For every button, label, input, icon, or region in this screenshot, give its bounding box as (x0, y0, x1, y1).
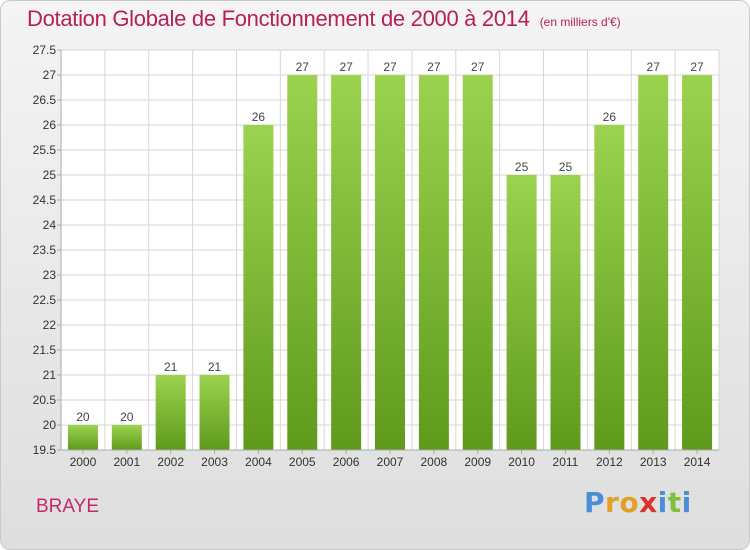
bar (682, 75, 713, 450)
y-tick-label: 21 (43, 368, 57, 382)
bar (111, 425, 142, 450)
data-label: 27 (647, 60, 661, 74)
x-tick-label: 2010 (508, 455, 535, 469)
logo-letter: x (639, 486, 658, 519)
x-tick-label: 2001 (113, 455, 140, 469)
y-tick-label: 20 (43, 418, 57, 432)
y-tick-label: 23 (43, 268, 57, 282)
bar (506, 175, 537, 450)
x-tick-label: 2004 (245, 455, 272, 469)
data-label: 25 (515, 160, 529, 174)
chart-subtitle: (en milliers d'€) (539, 15, 621, 29)
bar (287, 75, 318, 450)
data-label: 27 (383, 60, 397, 74)
bar (594, 125, 625, 450)
logo-letter: t (667, 486, 682, 519)
data-label: 27 (339, 60, 353, 74)
bar (243, 125, 274, 450)
data-label: 21 (208, 360, 222, 374)
y-tick-label: 19.5 (33, 443, 57, 457)
y-tick-label: 22.5 (33, 293, 57, 307)
x-tick-label: 2008 (421, 455, 448, 469)
data-label: 27 (690, 60, 704, 74)
bar (199, 375, 230, 450)
x-tick-label: 2006 (333, 455, 360, 469)
bar (331, 75, 362, 450)
data-label: 21 (164, 360, 178, 374)
y-tick-label: 24.5 (33, 193, 57, 207)
y-tick-label: 25.5 (33, 143, 57, 157)
bar (418, 75, 449, 450)
x-tick-label: 2000 (70, 455, 97, 469)
y-tick-label: 23.5 (33, 243, 57, 257)
logo-letter: i (657, 486, 668, 519)
x-tick-label: 2011 (553, 455, 579, 469)
y-tick-label: 26 (43, 118, 57, 132)
data-label: 20 (120, 410, 134, 424)
x-tick-label: 2012 (596, 455, 623, 469)
chart-title-text: Dotation Globale de Fonctionnement de 20… (27, 6, 530, 31)
commune-name: BRAYE (36, 496, 100, 517)
y-tick-label: 24 (43, 218, 57, 232)
y-tick-label: 26.5 (33, 93, 57, 107)
bar (462, 75, 493, 450)
data-label: 26 (603, 110, 617, 124)
bar (67, 425, 98, 450)
x-tick-label: 2013 (640, 455, 667, 469)
logo-letter: r (605, 486, 620, 519)
y-tick-label: 27 (43, 68, 57, 82)
x-tick-label: 2005 (289, 455, 316, 469)
data-label: 27 (296, 60, 310, 74)
y-tick-label: 25 (43, 168, 57, 182)
y-tick-label: 27.5 (33, 43, 57, 57)
data-label: 20 (76, 410, 90, 424)
logo-letter: o (619, 486, 640, 519)
chart-title: Dotation Globale de Fonctionnement de 20… (27, 6, 621, 32)
bar (375, 75, 405, 450)
x-tick-label: 2007 (377, 455, 404, 469)
bar (155, 375, 186, 450)
data-label: 27 (471, 60, 485, 74)
data-label: 25 (559, 160, 573, 174)
data-label: 26 (252, 110, 266, 124)
logo-letter: P (584, 486, 606, 519)
y-tick-label: 21.5 (33, 343, 57, 357)
proxiti-logo[interactable]: Proxiti (584, 486, 692, 519)
logo-letter: i (681, 486, 692, 519)
y-tick-label: 20.5 (33, 393, 57, 407)
y-tick-label: 22 (43, 318, 57, 332)
data-label: 27 (427, 60, 441, 74)
x-tick-label: 2002 (157, 455, 184, 469)
bar (550, 175, 581, 450)
x-tick-label: 2014 (684, 455, 711, 469)
x-tick-label: 2003 (201, 455, 228, 469)
bar (638, 75, 669, 450)
x-tick-label: 2009 (464, 455, 491, 469)
